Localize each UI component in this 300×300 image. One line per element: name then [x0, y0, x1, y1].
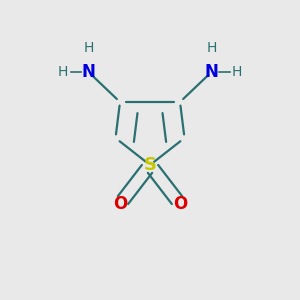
Text: S: S [143, 156, 157, 174]
Text: H: H [83, 41, 94, 55]
Text: O: O [113, 195, 127, 213]
Text: H: H [206, 41, 217, 55]
Text: N: N [205, 63, 218, 81]
Text: H: H [58, 65, 68, 79]
Text: H: H [232, 65, 242, 79]
Text: O: O [173, 195, 187, 213]
Text: N: N [82, 63, 95, 81]
